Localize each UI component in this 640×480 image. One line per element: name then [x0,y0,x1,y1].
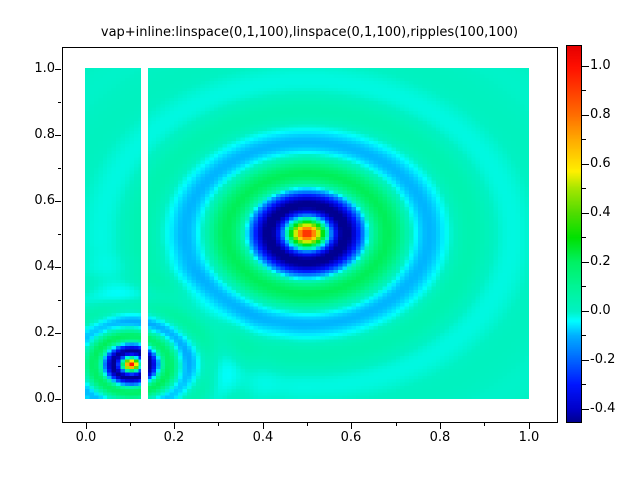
colorbar-major-tick [582,115,589,116]
colorbar-major-tick [582,262,589,263]
y-major-tick [55,201,61,202]
y-minor-tick [58,366,61,367]
colorbar-minor-tick [582,237,586,238]
x-tick-label: 1.0 [518,430,540,445]
colorbar-tick-label: 0.8 [590,107,611,122]
colorbar-gradient [567,46,581,422]
missing-data-stripe [141,68,148,399]
colorbar-minor-tick [582,286,586,287]
y-tick-label: 0.8 [34,127,55,142]
y-tick-label: 1.0 [34,61,55,76]
x-tick-label: 0.0 [75,430,97,445]
y-tick-label: 0.2 [34,325,55,340]
colorbar-tick-label: 0.0 [590,303,611,318]
ripples-heatmap-image [85,68,529,399]
x-major-tick [529,423,530,429]
colorbar-major-tick [582,311,589,312]
colorbar-minor-tick [582,90,586,91]
colorbar-major-tick [582,409,589,410]
x-major-tick [86,423,87,429]
y-tick-label: 0.4 [34,259,55,274]
x-minor-tick [307,423,308,426]
x-minor-tick [484,423,485,426]
x-major-tick [263,423,264,429]
x-tick-label: 0.4 [252,430,274,445]
colorbar-tick-label: -0.4 [590,401,616,416]
x-major-tick [174,423,175,429]
y-major-tick [55,267,61,268]
plot-title: vap+inline:linspace(0,1,100),linspace(0,… [100,25,519,40]
colorbar-minor-tick [582,335,586,336]
colorbar-minor-tick [582,384,586,385]
colorbar-major-tick [582,66,589,67]
x-minor-tick [396,423,397,426]
x-minor-tick [218,423,219,426]
y-tick-label: 0.6 [34,193,55,208]
y-major-tick [55,333,61,334]
colorbar-tick-label: 0.4 [590,205,611,220]
colorbar-tick-label: 1.0 [590,58,611,73]
x-tick-label: 0.8 [429,430,451,445]
x-major-tick [351,423,352,429]
x-major-tick [440,423,441,429]
y-major-tick [55,399,61,400]
x-tick-label: 0.6 [340,430,362,445]
colorbar-tick-label: 0.2 [590,254,611,269]
colorbar-tick-label: -0.2 [590,352,616,367]
colorbar-tick-label: 0.6 [590,156,611,171]
y-major-tick [55,135,61,136]
y-minor-tick [58,234,61,235]
y-tick-label: 0.0 [34,391,55,406]
x-tick-label: 0.2 [163,430,185,445]
x-minor-tick [130,423,131,426]
colorbar-major-tick [582,164,589,165]
y-major-tick [55,69,61,70]
colorbar-major-tick [582,213,589,214]
colorbar-minor-tick [582,139,586,140]
y-minor-tick [58,102,61,103]
y-minor-tick [58,168,61,169]
y-minor-tick [58,300,61,301]
colorbar-minor-tick [582,188,586,189]
colorbar-major-tick [582,360,589,361]
